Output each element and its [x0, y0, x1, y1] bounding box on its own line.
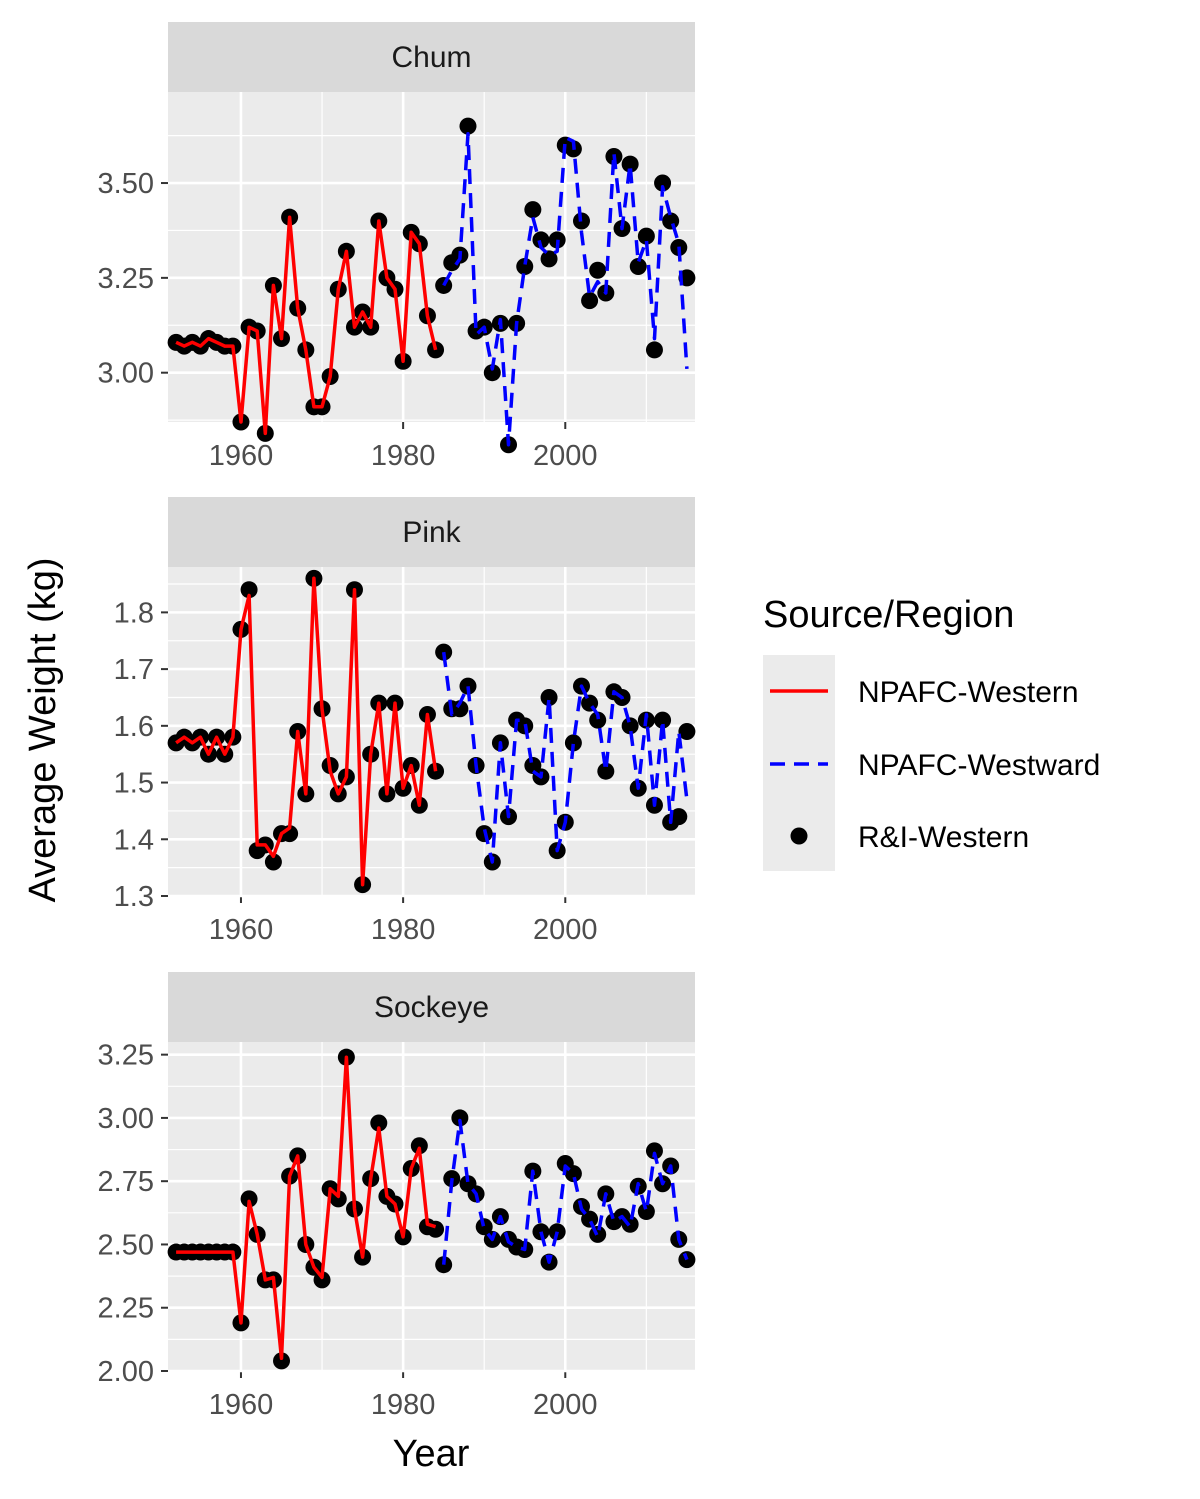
x-tick-label: 1960: [209, 440, 274, 472]
x-tick-label: 1980: [371, 1389, 436, 1421]
data-point: [435, 643, 453, 661]
data-point: [516, 257, 534, 275]
y-tick-label: 1.4: [114, 824, 154, 856]
x-tick-label: 2000: [533, 914, 598, 946]
data-point: [435, 1256, 453, 1274]
legend: Source/Region NPAFC-Western NPAFC-Westwa…: [763, 594, 1100, 871]
facet-title-sockeye: Sockeye: [374, 991, 489, 1024]
facet-title-chum: Chum: [391, 41, 471, 74]
data-point: [678, 1251, 696, 1269]
data-point: [629, 257, 647, 275]
data-point: [540, 250, 558, 268]
y-tick-label: 3.50: [98, 168, 154, 200]
data-point: [540, 688, 558, 706]
y-tick-label: 2.25: [98, 1293, 154, 1325]
facet-strip-pink: [168, 497, 695, 567]
series-line-npafc-western: [175, 576, 438, 887]
data-point: [621, 717, 639, 735]
data-point: [264, 853, 282, 871]
data-point: [662, 212, 680, 230]
data-point: [621, 155, 639, 173]
series-line-npafc-westward: [442, 131, 689, 447]
y-tick-label: 3.25: [98, 263, 154, 295]
data-point: [451, 700, 469, 718]
series-line-npafc-westward: [441, 651, 689, 864]
facet-pink: Pink 1960 1980 2000 1.3 1.4 1.5 1.6 1.7 1.8: [114, 497, 696, 946]
facet-chum: Chum 1960 1980 2000 3.00 3.25 3.50: [98, 22, 696, 472]
data-point: [564, 734, 582, 752]
data-point: [313, 1271, 331, 1289]
legend-title: Source/Region: [763, 594, 1014, 636]
y-tick-label: 2.50: [98, 1229, 154, 1261]
y-tick-label: 1.3: [114, 881, 154, 913]
series-line-npafc-westward: [441, 1118, 689, 1265]
data-point: [240, 581, 258, 599]
y-tick-label: 1.7: [114, 654, 154, 686]
y-tick-label: 2.00: [98, 1356, 154, 1388]
y-tick-label: 2.75: [98, 1166, 154, 1198]
y-tick-label: 1.6: [114, 711, 154, 743]
facet-title-pink: Pink: [402, 516, 461, 549]
data-point: [678, 723, 696, 740]
series-ri-western-points: [167, 1048, 696, 1370]
data-point: [654, 174, 672, 192]
facet-strip-sockeye: [168, 972, 695, 1042]
data-point: [410, 1137, 428, 1155]
data-point: [532, 231, 550, 249]
facet-sockeye: Sockeye 1960 1980 2000 2.00 2.25 2.50 2.75 3.00 3…: [98, 972, 696, 1421]
legend-label-ri-western: R&I-Western: [858, 821, 1029, 854]
data-point: [637, 1203, 655, 1221]
x-tick-label: 1980: [371, 440, 436, 472]
data-point: [459, 117, 477, 135]
data-point: [589, 711, 607, 729]
data-point: [427, 341, 445, 359]
data-point: [524, 201, 542, 219]
x-axis-title: Year: [393, 1433, 470, 1475]
series-line-npafc-western: [175, 215, 438, 436]
panel-background-sockeye: [168, 1042, 695, 1371]
y-tick-label: 3.00: [98, 358, 154, 390]
x-tick-label: 1960: [209, 914, 274, 946]
data-point: [483, 364, 501, 382]
data-point: [597, 762, 615, 780]
facet-strip-chum: [168, 22, 695, 92]
x-tick-label: 1980: [371, 914, 436, 946]
x-tick-label: 2000: [533, 440, 598, 472]
data-point: [427, 762, 445, 780]
data-point: [451, 1109, 469, 1127]
y-tick-label: 3.25: [98, 1040, 154, 1072]
data-point: [589, 261, 607, 279]
legend-label-npafc-westward: NPAFC-Westward: [858, 749, 1100, 782]
data-point: [637, 227, 655, 245]
legend-label-npafc-western: NPAFC-Western: [858, 676, 1079, 709]
data-point: [645, 1142, 663, 1160]
data-point: [370, 1114, 388, 1132]
data-point: [475, 1218, 493, 1236]
facets-layer: Chum 1960 1980 2000 3.00 3.25 3.50 Pink 1960 1980…: [98, 22, 696, 1421]
data-point: [654, 711, 672, 729]
data-point: [581, 292, 599, 310]
data-point: [670, 808, 688, 826]
y-axis-title: Average Weight (kg): [22, 558, 64, 903]
x-tick-label: 1960: [209, 1389, 274, 1421]
legend-key-ri-western-point: [790, 827, 808, 845]
data-point: [240, 1190, 258, 1208]
data-point: [459, 677, 477, 695]
y-tick-label: 1.8: [114, 597, 154, 629]
data-point: [435, 276, 453, 294]
data-point: [645, 341, 663, 359]
data-point: [273, 1352, 291, 1370]
x-tick-label: 2000: [533, 1389, 598, 1421]
y-tick-label: 3.00: [98, 1103, 154, 1135]
y-tick-label: 1.5: [114, 768, 154, 800]
data-point: [581, 1210, 599, 1228]
series-line-npafc-western: [176, 1055, 437, 1361]
